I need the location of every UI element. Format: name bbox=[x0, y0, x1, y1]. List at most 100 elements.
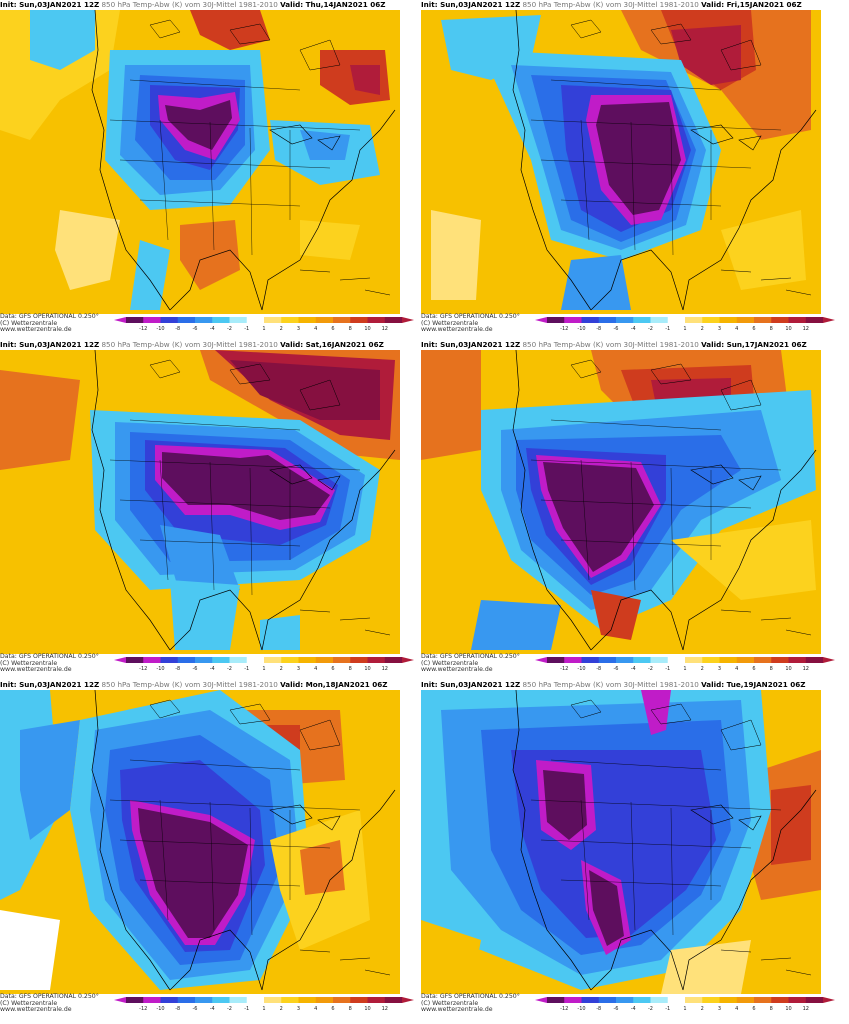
data-credit: Data: GFS OPERATIONAL 0.250° (C) Wetterze… bbox=[0, 313, 99, 334]
data-credit: Data: GFS OPERATIONAL 0.250° (C) Wetterze… bbox=[421, 993, 520, 1014]
colorbar-tick-label: -10 bbox=[156, 666, 164, 672]
colorbar-tick-label: 10 bbox=[785, 1006, 791, 1012]
colorbar-tick-label: 6 bbox=[752, 666, 755, 672]
map-panel-5: Init: Sun,03JAN2021 12Z 850 hPa Temp-Abw… bbox=[0, 680, 417, 1019]
map-panel-6: Init: Sun,03JAN2021 12Z 850 hPa Temp-Abw… bbox=[421, 680, 838, 1019]
colorbar-left-arrow bbox=[535, 657, 547, 663]
colorbar-tick-label: -6 bbox=[614, 1006, 619, 1012]
colorbar-tick-label: 8 bbox=[770, 326, 773, 332]
colorbar-segment bbox=[212, 657, 230, 663]
colorbar-segment bbox=[788, 657, 807, 663]
colorbar-right-arrow bbox=[402, 657, 414, 663]
colorbar-tick-label: 1 bbox=[683, 326, 686, 332]
colorbar-tick-label: 8 bbox=[349, 1006, 352, 1012]
colorbar-left-arrow bbox=[114, 997, 126, 1003]
panel-header: Init: Sun,03JAN2021 12Z 850 hPa Temp-Abw… bbox=[0, 0, 386, 9]
colorbar-tick-label: -6 bbox=[193, 666, 198, 672]
map-panel-2: Init: Sun,03JAN2021 12Z 850 hPa Temp-Abw… bbox=[421, 0, 838, 339]
temperature-anomaly-map bbox=[421, 350, 821, 654]
data-credit: Data: GFS OPERATIONAL 0.250° (C) Wetterze… bbox=[0, 653, 99, 674]
colorbar-segment bbox=[246, 657, 265, 663]
colorbar-tick-label: -1 bbox=[665, 666, 670, 672]
colorbar-segment bbox=[650, 997, 669, 1003]
colorbar-segment bbox=[298, 657, 317, 663]
colorbar-tick-label: -2 bbox=[648, 666, 653, 672]
colorbar-segment bbox=[736, 997, 755, 1003]
colorbar-segment bbox=[177, 317, 196, 323]
colorbar-tick-label: -1 bbox=[665, 326, 670, 332]
colorbar-segment bbox=[754, 317, 772, 323]
colorbar-segment bbox=[598, 317, 617, 323]
colorbar-tick-label: -2 bbox=[648, 1006, 653, 1012]
map-panel-4: Init: Sun,03JAN2021 12Z 850 hPa Temp-Abw… bbox=[421, 340, 838, 679]
colorbar-tick-label: 3 bbox=[718, 326, 721, 332]
colorbar-segment bbox=[229, 317, 248, 323]
colorbar-segment bbox=[264, 657, 282, 663]
colorbar-segment bbox=[246, 997, 265, 1003]
colorbar-segment bbox=[719, 997, 738, 1003]
colorbar-tick-label: -12 bbox=[139, 326, 147, 332]
colorbar-tick-label: 10 bbox=[364, 1006, 370, 1012]
colorbar-segment bbox=[384, 997, 403, 1003]
colorbar-segment bbox=[771, 317, 789, 323]
colorbar-segment bbox=[333, 657, 351, 663]
colorbar-segment bbox=[281, 317, 299, 323]
colorbar-segment bbox=[633, 997, 651, 1003]
colorbar-tick-label: -6 bbox=[614, 666, 619, 672]
data-credit: Data: GFS OPERATIONAL 0.250° (C) Wetterze… bbox=[421, 653, 520, 674]
colorbar-segment bbox=[160, 997, 179, 1003]
colorbar-tick-label: -2 bbox=[648, 326, 653, 332]
colorbar-segment bbox=[754, 997, 772, 1003]
colorbar-tick-label: -10 bbox=[577, 1006, 585, 1012]
colorbar-segment bbox=[736, 317, 755, 323]
temperature-anomaly-map bbox=[0, 350, 400, 654]
colorbar-tick-label: 2 bbox=[280, 1006, 283, 1012]
colorbar-tick-label: 6 bbox=[331, 326, 334, 332]
colorbar-tick-label: 3 bbox=[297, 326, 300, 332]
colorbar-segment bbox=[788, 997, 807, 1003]
colorbar: -12 -10 -8 -6 -4 -2 -1 1 2 3 4 6 8 10 12 bbox=[533, 995, 838, 1015]
colorbar-tick-label: 1 bbox=[262, 1006, 265, 1012]
colorbar-tick-label: -12 bbox=[560, 666, 568, 672]
temperature-anomaly-map bbox=[0, 10, 400, 314]
colorbar-right-arrow bbox=[823, 997, 835, 1003]
colorbar-segment bbox=[384, 657, 403, 663]
colorbar-segment bbox=[650, 317, 669, 323]
colorbar-tick-label: 10 bbox=[364, 666, 370, 672]
colorbar-tick-label: -6 bbox=[614, 326, 619, 332]
colorbar-segment bbox=[598, 657, 617, 663]
colorbar-segment bbox=[367, 317, 386, 323]
colorbar-segment bbox=[350, 997, 368, 1003]
colorbar-segment bbox=[143, 997, 161, 1003]
colorbar-tick-label: 4 bbox=[735, 1006, 738, 1012]
colorbar-tick-label: -10 bbox=[577, 666, 585, 672]
colorbar-tick-label: -8 bbox=[596, 326, 601, 332]
temperature-anomaly-map bbox=[0, 690, 400, 994]
colorbar-segment bbox=[547, 657, 565, 663]
colorbar-tick-label: -8 bbox=[596, 1006, 601, 1012]
colorbar-tick-label: -8 bbox=[175, 1006, 180, 1012]
colorbar-tick-label: 3 bbox=[297, 666, 300, 672]
colorbar-right-arrow bbox=[823, 657, 835, 663]
colorbar-tick-label: -1 bbox=[665, 1006, 670, 1012]
colorbar-segment bbox=[564, 317, 582, 323]
colorbar-segment bbox=[564, 997, 582, 1003]
colorbar-segment bbox=[598, 997, 617, 1003]
colorbar-segment bbox=[805, 317, 824, 323]
colorbar-left-arrow bbox=[535, 317, 547, 323]
colorbar-segment bbox=[650, 657, 669, 663]
colorbar-segment bbox=[616, 997, 634, 1003]
colorbar-tick-label: 8 bbox=[770, 666, 773, 672]
colorbar-tick-label: 12 bbox=[382, 666, 388, 672]
colorbar-tick-label: -8 bbox=[596, 666, 601, 672]
colorbar-tick-label: -1 bbox=[244, 326, 249, 332]
colorbar-segment bbox=[384, 317, 403, 323]
colorbar-segment bbox=[805, 997, 824, 1003]
colorbar-tick-label: -12 bbox=[139, 1006, 147, 1012]
colorbar-segment bbox=[246, 317, 265, 323]
colorbar-tick-label: 4 bbox=[314, 326, 317, 332]
colorbar-segment bbox=[160, 657, 179, 663]
colorbar: -12 -10 -8 -6 -4 -2 -1 1 2 3 4 6 8 10 12 bbox=[533, 655, 838, 675]
colorbar: -12 -10 -8 -6 -4 -2 -1 1 2 3 4 6 8 10 12 bbox=[112, 995, 417, 1015]
colorbar-left-arrow bbox=[114, 317, 126, 323]
